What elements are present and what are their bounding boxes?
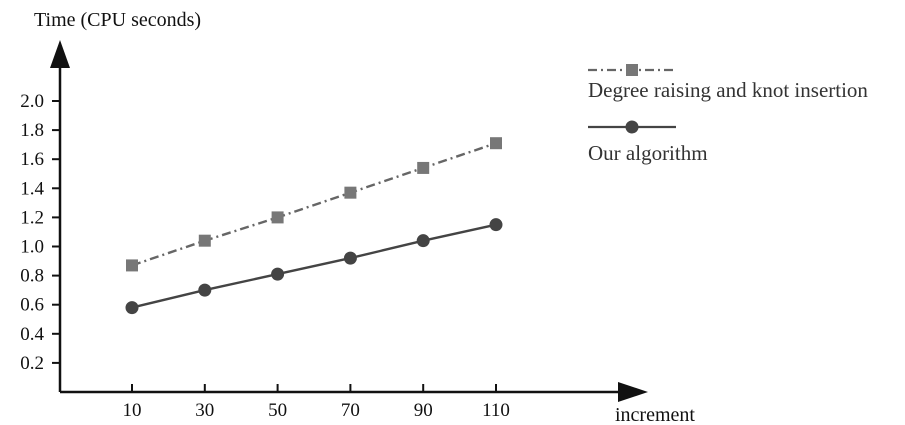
data-point-square [271, 211, 284, 224]
data-point-circle [416, 234, 430, 248]
legend-item-degree-raising: Degree raising and knot insertion [588, 64, 868, 102]
data-point-square [417, 161, 430, 174]
legend-label-our-algorithm: Our algorithm [588, 141, 708, 165]
data-point-circle [198, 283, 212, 297]
data-point-circle [343, 251, 357, 265]
series-line-degree-raising [131, 142, 497, 267]
y-tick-label: 0.4 [20, 324, 44, 345]
y-tick-label: 0.8 [20, 266, 44, 287]
legend-square-marker [626, 64, 638, 76]
y-axis-ticks: 0.2 0.4 0.6 0.8 1.0 1.2 1.4 1.6 1.8 2.0 [20, 91, 60, 374]
y-tick-label: 0.2 [20, 353, 44, 374]
data-point-square [126, 259, 138, 272]
x-tick-label: 110 [482, 400, 510, 421]
data-point-square [198, 234, 211, 247]
legend-circle-marker [625, 120, 639, 134]
x-axis-ticks: 10 30 50 70 90 110 [123, 384, 510, 421]
y-tick-label: 1.2 [20, 207, 44, 228]
data-point-square [490, 137, 502, 150]
x-tick-label: 70 [341, 400, 360, 421]
y-tick-label: 0.6 [20, 295, 44, 316]
legend-label-degree-raising: Degree raising and knot insertion [588, 78, 868, 102]
series-layer [125, 137, 503, 315]
data-point-circle [271, 267, 285, 281]
x-axis-title: increment [615, 404, 695, 425]
x-axis-arrowhead [618, 382, 648, 402]
y-tick-label: 1.0 [20, 237, 44, 258]
y-axis-arrowhead [50, 40, 70, 68]
data-point-circle [489, 218, 503, 232]
x-tick-label: 90 [414, 400, 433, 421]
y-tick-label: 1.6 [20, 149, 44, 170]
y-tick-label: 1.8 [20, 120, 44, 141]
legend: Degree raising and knot insertion Our al… [588, 64, 868, 165]
x-tick-label: 10 [123, 400, 142, 421]
x-tick-label: 30 [195, 400, 214, 421]
data-point-square [344, 186, 357, 199]
y-tick-label: 1.4 [20, 178, 44, 199]
legend-item-our-algorithm: Our algorithm [588, 120, 708, 165]
data-point-circle [125, 301, 139, 315]
x-tick-label: 50 [268, 400, 287, 421]
y-axis-title: Time (CPU seconds) [34, 9, 201, 31]
y-tick-label: 2.0 [20, 91, 44, 112]
series-line-our-algorithm [131, 223, 497, 309]
